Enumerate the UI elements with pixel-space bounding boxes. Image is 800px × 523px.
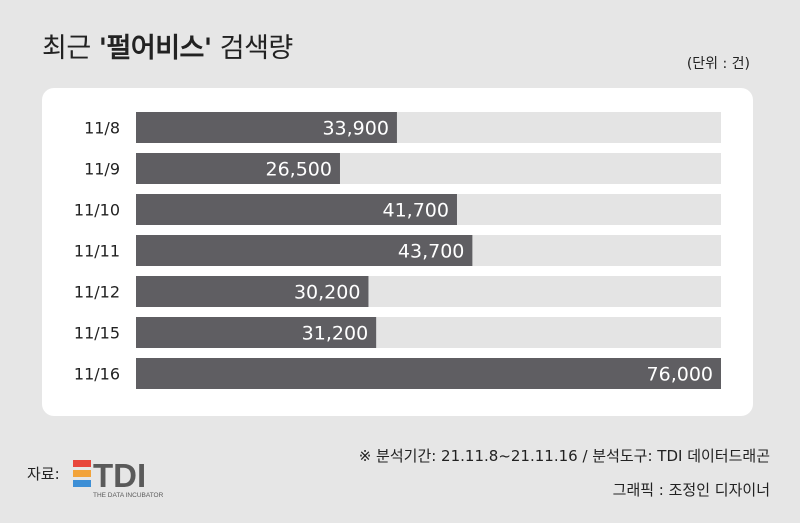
- logo-stripe-orange: [73, 470, 91, 477]
- chart-card: 11/8 33,900 11/9 26,500 11/10 41,700 11/11 43,7…: [42, 88, 753, 416]
- bar: [136, 153, 340, 184]
- logo-text: TDI: [93, 457, 146, 494]
- bar-value-label: 30,200: [294, 282, 360, 304]
- tdi-logo: TDI THE DATA INCUBATOR: [73, 457, 164, 499]
- title-suffix: 검색량: [211, 33, 294, 64]
- bar: [136, 194, 457, 225]
- logo-stripe-red: [73, 460, 91, 467]
- bar-value-label: 41,700: [382, 200, 448, 222]
- bar: [136, 276, 369, 307]
- category-label: 11/10: [74, 201, 120, 220]
- title-highlight: '펄어비스': [98, 33, 212, 64]
- source-label: 자료:: [27, 465, 60, 483]
- category-label: 11/15: [74, 324, 120, 343]
- category-label: 11/16: [74, 365, 120, 384]
- unit-label: (단위 : 건): [686, 56, 750, 72]
- logo-stripe-blue: [73, 480, 91, 487]
- bar: [136, 235, 473, 266]
- category-label: 11/12: [74, 283, 120, 302]
- category-label: 11/11: [74, 242, 120, 261]
- bar: [136, 358, 721, 389]
- bar-value-label: 31,200: [302, 323, 368, 345]
- chart-title: 최근 '펄어비스' 검색량: [42, 26, 293, 65]
- bar-value-label: 43,700: [398, 241, 464, 263]
- analysis-note: ※ 분석기간: 21.11.8~21.11.16 / 분석도구: TDI 데이터…: [358, 447, 770, 465]
- title-prefix: 최근: [42, 33, 99, 64]
- category-label: 11/8: [84, 119, 120, 138]
- category-label: 11/9: [84, 160, 120, 179]
- bar-value-label: 76,000: [647, 364, 713, 386]
- bar-value-label: 26,500: [265, 159, 331, 181]
- bar: [136, 112, 397, 143]
- logo-tagline: THE DATA INCUBATOR: [93, 492, 164, 499]
- bar: [136, 317, 377, 348]
- bar-value-label: 33,900: [322, 118, 388, 140]
- graphic-credit: 그래픽 : 조정인 디자이너: [612, 481, 770, 499]
- bar-chart: 11/8 33,900 11/9 26,500 11/10 41,700 11/11 43,7…: [74, 112, 721, 389]
